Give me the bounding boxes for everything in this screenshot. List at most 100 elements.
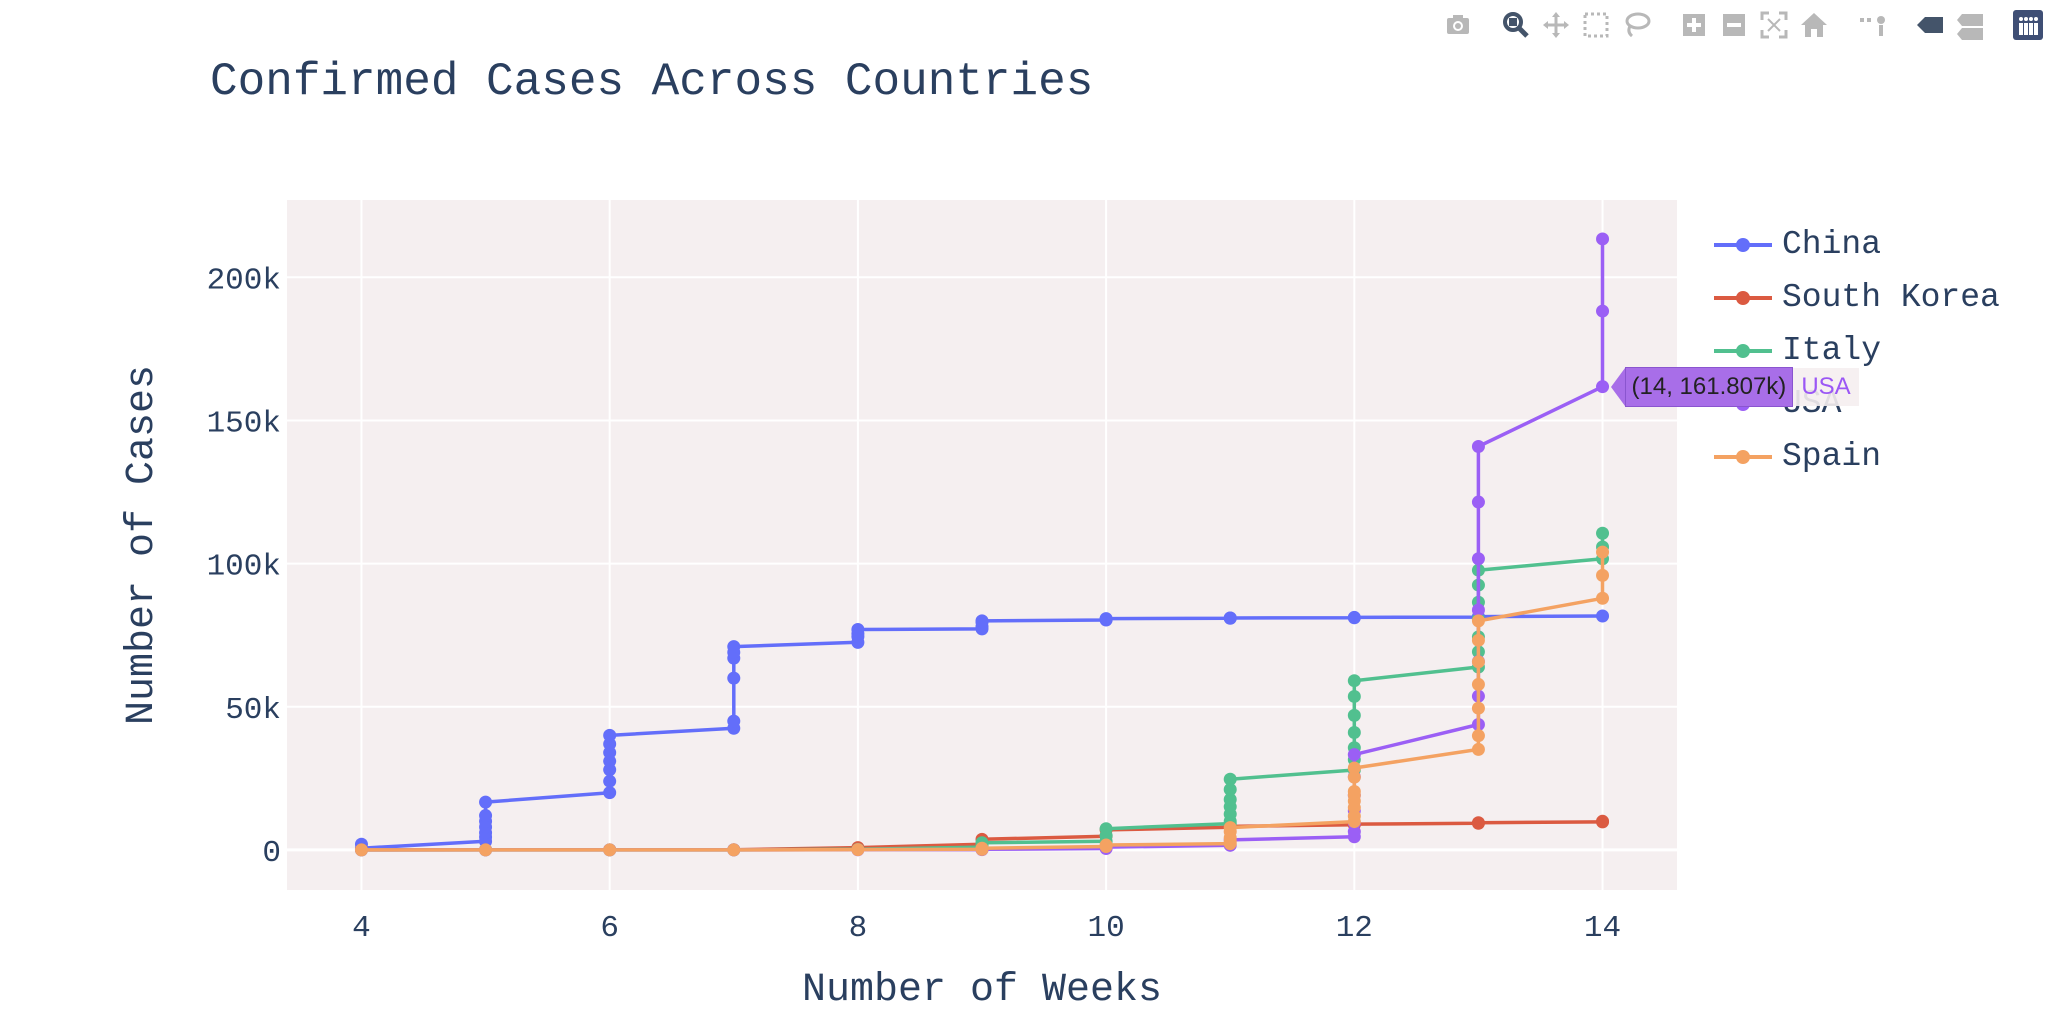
zoom-in-icon: [1683, 14, 1705, 36]
data-point-china[interactable]: [1596, 609, 1610, 623]
hover-compare-icon: [1957, 14, 1983, 40]
data-point-spain[interactable]: [851, 843, 865, 857]
data-point-spain[interactable]: [1471, 614, 1485, 628]
plotly-logo-button[interactable]: [2008, 6, 2048, 44]
data-point-china[interactable]: [1099, 612, 1113, 626]
legend-item-china[interactable]: China: [1712, 218, 2000, 271]
legend-item-italy[interactable]: Italy: [1712, 324, 2000, 377]
data-point-south-korea[interactable]: [1596, 814, 1610, 828]
data-point-spain[interactable]: [727, 843, 741, 857]
data-point-china[interactable]: [727, 671, 741, 685]
data-point-usa[interactable]: [1471, 552, 1485, 566]
spike-lines-button[interactable]: [1852, 6, 1892, 44]
data-point-spain[interactable]: [1347, 761, 1361, 775]
data-point-spain[interactable]: [1471, 729, 1485, 743]
data-point-italy[interactable]: [1223, 793, 1237, 807]
plot-background[interactable]: [287, 200, 1677, 890]
data-point-spain[interactable]: [1471, 655, 1485, 669]
data-point-italy[interactable]: [1347, 689, 1361, 703]
data-point-italy[interactable]: [1347, 708, 1361, 722]
lasso-select-icon: [1625, 12, 1651, 38]
data-point-south-korea[interactable]: [1471, 816, 1485, 830]
data-point-spain[interactable]: [1596, 568, 1610, 582]
box-select-button[interactable]: [1576, 6, 1616, 44]
legend-swatch: [1714, 449, 1772, 464]
legend-swatch: [1714, 237, 1772, 252]
zoom-icon: [1503, 12, 1529, 38]
lasso-select-button[interactable]: [1616, 6, 1656, 44]
data-point-china[interactable]: [603, 786, 617, 800]
data-point-spain[interactable]: [1471, 633, 1485, 647]
data-point-spain[interactable]: [1099, 838, 1113, 852]
data-point-usa[interactable]: [1471, 495, 1485, 509]
data-point-china[interactable]: [479, 795, 493, 809]
data-point-china[interactable]: [479, 809, 493, 823]
data-point-china[interactable]: [727, 640, 741, 654]
legend-item-spain[interactable]: Spain: [1712, 430, 2000, 483]
data-point-usa[interactable]: [1347, 748, 1361, 762]
data-point-usa[interactable]: [1471, 603, 1485, 617]
data-point-italy[interactable]: [1223, 772, 1237, 786]
y-tick-label: 100k: [207, 550, 281, 585]
data-point-spain[interactable]: [603, 843, 617, 857]
plotly-logo-icon: [2013, 10, 2043, 40]
data-point-china[interactable]: [1347, 610, 1361, 624]
hover-arrow: [1610, 367, 1625, 406]
zoom-in-button[interactable]: [1674, 6, 1714, 44]
data-point-usa[interactable]: [1596, 232, 1610, 246]
data-point-italy[interactable]: [1223, 783, 1237, 797]
data-point-china[interactable]: [851, 622, 865, 636]
data-point-usa[interactable]: [1596, 380, 1610, 394]
modebar-group: [1910, 6, 1990, 44]
data-point-italy[interactable]: [1099, 822, 1113, 836]
data-point-spain[interactable]: [1596, 545, 1610, 559]
data-point-italy[interactable]: [1596, 526, 1610, 540]
x-tick-label: 8: [849, 911, 868, 946]
y-axis-title: Number of Cases: [120, 365, 165, 725]
data-point-spain[interactable]: [1347, 785, 1361, 799]
hover-compare-button[interactable]: [1950, 6, 1990, 44]
camera-button[interactable]: [1438, 6, 1478, 44]
spike-lines-icon: [1860, 16, 1885, 36]
legend: China South Korea ItalyUSA Spain: [1712, 218, 2000, 483]
data-point-spain[interactable]: [1596, 591, 1610, 605]
legend-swatch: [1714, 290, 1772, 305]
data-point-italy[interactable]: [1347, 726, 1361, 740]
y-tick-label: 0: [262, 836, 281, 871]
pan-icon: [1543, 12, 1569, 38]
data-point-china[interactable]: [1223, 611, 1237, 625]
autoscale-icon: [1760, 11, 1788, 39]
data-point-spain[interactable]: [1471, 677, 1485, 691]
legend-label: Italy: [1782, 332, 1882, 369]
data-point-china[interactable]: [727, 714, 741, 728]
zoom-button[interactable]: [1496, 6, 1536, 44]
data-point-spain[interactable]: [1223, 821, 1237, 835]
zoom-out-button[interactable]: [1714, 6, 1754, 44]
data-point-china[interactable]: [975, 614, 989, 628]
data-point-spain[interactable]: [479, 843, 493, 857]
x-tick-label: 12: [1336, 911, 1373, 946]
data-point-spain[interactable]: [354, 843, 368, 857]
data-point-china[interactable]: [603, 774, 617, 788]
hover-closest-button[interactable]: [1910, 6, 1950, 44]
pan-button[interactable]: [1536, 6, 1576, 44]
reset-axes-icon: [1801, 13, 1827, 37]
box-select-icon: [1583, 12, 1609, 38]
data-point-italy[interactable]: [1347, 674, 1361, 688]
data-point-usa[interactable]: [1471, 440, 1485, 454]
zoom-out-icon: [1723, 14, 1745, 36]
modebar-group: [1438, 6, 1478, 44]
legend-item-south-korea[interactable]: South Korea: [1712, 271, 2000, 324]
legend-swatch: [1714, 343, 1772, 358]
reset-axes-button[interactable]: [1794, 6, 1834, 44]
data-point-spain[interactable]: [1471, 701, 1485, 715]
data-point-spain[interactable]: [975, 841, 989, 855]
autoscale-button[interactable]: [1754, 6, 1794, 44]
data-point-spain[interactable]: [1471, 742, 1485, 756]
modebar-group: [1674, 6, 1834, 44]
data-point-china[interactable]: [603, 728, 617, 742]
data-point-spain[interactable]: [1347, 770, 1361, 784]
data-point-usa[interactable]: [1596, 304, 1610, 318]
modebar-group: [1496, 6, 1656, 44]
